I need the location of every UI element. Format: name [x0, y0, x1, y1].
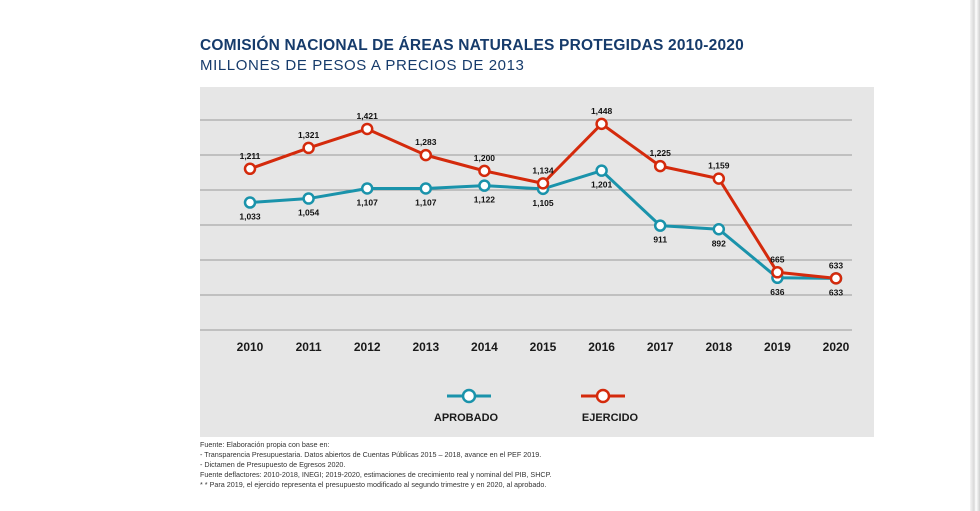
data-label: 1,421	[357, 111, 379, 121]
footnote-line: - Transparencia Presupuestaria. Datos ab…	[200, 450, 542, 459]
grid-lines	[200, 119, 852, 331]
x-tick-label: 2011	[296, 340, 322, 354]
data-label: 1,134	[532, 165, 554, 175]
x-tick-label: 2016	[588, 340, 615, 354]
data-label: 1,448	[591, 106, 613, 116]
chart-subtitle: MILLONES DE PESOS A PRECIOS DE 2013	[200, 57, 525, 74]
data-point	[771, 266, 784, 279]
data-point	[595, 164, 608, 177]
data-label: 1,107	[357, 197, 379, 207]
data-label: 633	[829, 260, 843, 270]
footnote-line: Fuente: Elaboración propia con base en:	[200, 440, 330, 449]
data-point	[478, 179, 491, 192]
data-point	[302, 192, 315, 205]
legend: APROBADO EJERCIDO	[434, 388, 639, 424]
data-label: 665	[770, 254, 784, 264]
x-tick-label: 2012	[354, 340, 381, 354]
x-tick-label: 2017	[647, 340, 674, 354]
x-tick-label: 2015	[530, 340, 557, 354]
data-label: 1,200	[474, 153, 496, 163]
data-label: 911	[653, 235, 667, 245]
data-label: 1,225	[650, 148, 672, 158]
data-point	[243, 162, 257, 176]
chart-panel: 2010 2011 2012 2013 2014 2015 2016 2017 2018 2019…	[200, 87, 874, 437]
x-tick-label: 2018	[705, 340, 732, 354]
data-point	[419, 182, 433, 195]
data-label: 1,211	[240, 151, 261, 161]
data-point	[712, 223, 726, 236]
data-point	[478, 164, 491, 178]
x-tick-label: 2019	[764, 340, 791, 354]
legend-label: EJERCIDO	[582, 412, 639, 424]
data-point	[360, 182, 374, 195]
data-label: 1,122	[474, 195, 496, 205]
footnote-line: Fuente deflactores: 2010-2018, INEGI; 20…	[200, 470, 552, 479]
legend-label: APROBADO	[434, 412, 499, 424]
data-point	[653, 159, 667, 173]
x-axis: 2010 2011 2012 2013 2014 2015 2016 2017 2018 2019…	[237, 340, 850, 354]
data-labels: 1,033 1,054 1,107 1,107 1,122 1,105 1,201 911 89…	[239, 106, 843, 297]
data-label: 1,321	[298, 130, 320, 140]
legend-marker	[595, 388, 611, 404]
x-tick-label: 2020	[823, 340, 850, 354]
data-label: 892	[712, 238, 726, 248]
x-tick-label: 2010	[237, 340, 264, 354]
data-label: 1,107	[415, 197, 437, 207]
chart-title: COMISIÓN NACIONAL DE ÁREAS NATURALES PRO…	[200, 37, 744, 54]
data-point	[302, 141, 315, 155]
data-label: 633	[829, 287, 843, 297]
data-label: 1,201	[591, 180, 613, 190]
legend-marker	[461, 388, 477, 404]
x-tick-label: 2013	[412, 340, 439, 354]
data-point	[712, 172, 726, 185]
data-label: 1,159	[708, 161, 730, 171]
data-point	[419, 148, 433, 162]
data-point	[360, 122, 374, 136]
x-tick-label: 2014	[471, 340, 498, 354]
data-label: 1,054	[298, 208, 320, 218]
data-label: 1,105	[532, 198, 554, 208]
data-label: 1,033	[239, 212, 261, 222]
footnote-line: - Dictamen de Presupuesto de Egresos 202…	[200, 460, 346, 469]
data-label: 1,283	[415, 137, 437, 147]
series-points	[243, 117, 843, 285]
data-point	[653, 219, 667, 232]
page-edge-shadow	[970, 0, 980, 511]
source-footnote: Fuente: Elaboración propia con base en: …	[200, 440, 551, 490]
footnote-line: * * Para 2019, el ejercido representa el…	[200, 480, 547, 489]
data-point	[595, 117, 608, 131]
data-point	[829, 272, 843, 285]
data-label: 636	[770, 287, 784, 297]
data-point	[536, 177, 550, 190]
line-chart: 2010 2011 2012 2013 2014 2015 2016 2017 2018 2019…	[200, 106, 852, 424]
data-point	[243, 196, 257, 209]
